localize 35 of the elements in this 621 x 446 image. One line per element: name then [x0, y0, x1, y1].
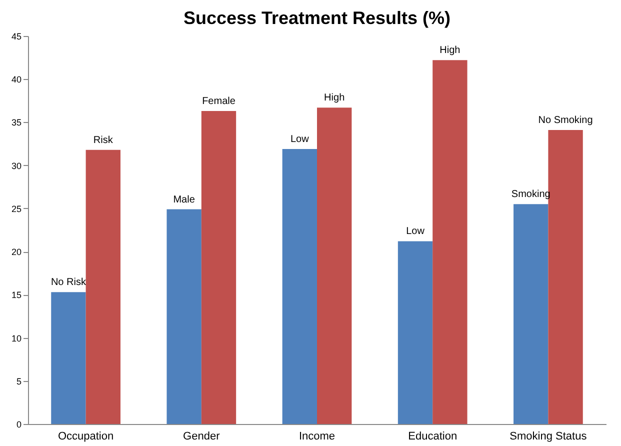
bar	[282, 148, 317, 424]
annotation: No Smoking	[538, 114, 593, 126]
bar	[548, 130, 583, 424]
annotation: Risk	[93, 134, 114, 146]
y-tick-label: 45	[11, 32, 22, 42]
y-tick-label: 15	[11, 290, 22, 300]
bar	[86, 150, 120, 424]
y-tick-label: 25	[11, 204, 22, 214]
annotation: Male	[173, 194, 196, 206]
y-tick-label: 20	[11, 247, 22, 258]
y-tick-label: 35	[11, 118, 22, 128]
y-tick-label: 5	[16, 376, 22, 386]
y-tick-label: 40	[11, 74, 22, 85]
x-tick-label: Gender	[183, 430, 220, 442]
bar	[201, 111, 236, 424]
bar	[317, 108, 352, 424]
x-tick-label: Smoking Status	[510, 430, 588, 442]
chart-title: Success Treatment Results (%)	[183, 8, 451, 28]
x-tick-label: Education	[408, 430, 458, 442]
y-tick-label: 10	[11, 333, 22, 344]
annotation: Low	[290, 134, 310, 145]
bar	[398, 241, 433, 424]
annotation: High	[440, 45, 460, 56]
bar	[166, 209, 202, 424]
y-tick-label: 30	[11, 160, 22, 171]
bar	[51, 292, 86, 424]
x-tick-label: Occupation	[58, 430, 114, 442]
x-tick-label: Income	[298, 430, 336, 442]
annotation: No Risk	[50, 277, 87, 288]
annotation: Female	[202, 96, 236, 108]
bar	[432, 60, 468, 424]
bar	[514, 204, 548, 424]
annotation: Low	[406, 226, 426, 238]
y-tick-label: 0	[16, 420, 22, 430]
annotation: High	[324, 92, 345, 104]
